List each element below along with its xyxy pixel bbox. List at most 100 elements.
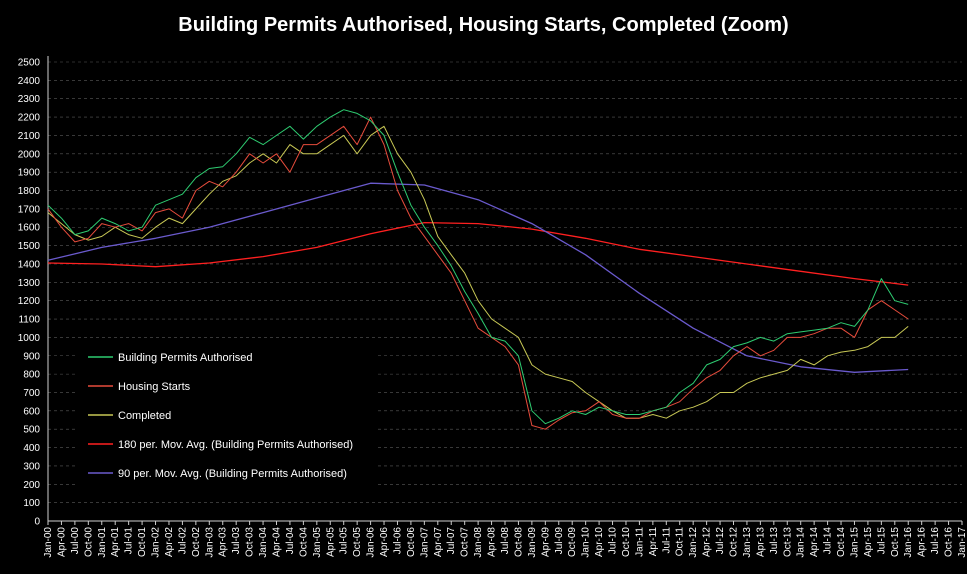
x-tick-label: Jul-00 (70, 527, 81, 555)
x-tick-label: Jul-11 (661, 527, 672, 554)
y-tick-label: 1100 (18, 315, 40, 326)
legend-box (78, 342, 378, 487)
y-tick-label: 2300 (18, 94, 41, 105)
x-tick-label: Apr-02 (164, 527, 175, 557)
x-tick-label: Apr-05 (325, 527, 336, 557)
x-tick-label: Oct-06 (406, 527, 417, 557)
x-tick-label: Apr-01 (110, 527, 121, 557)
y-tick-label: 300 (23, 461, 40, 472)
x-tick-label: Jan-06 (366, 527, 377, 558)
x-tick-label: Jan-13 (742, 527, 753, 558)
x-tick-label: Oct-01 (137, 527, 148, 557)
y-tick-label: 2100 (18, 131, 41, 142)
y-tick-label: 0 (34, 517, 40, 528)
x-tick-label: Oct-13 (782, 527, 793, 557)
y-tick-label: 1700 (18, 204, 41, 215)
x-tick-label: Jan-09 (527, 527, 538, 558)
x-tick-label: Oct-11 (675, 527, 686, 557)
series-line-5 (47, 182, 909, 373)
x-tick-label: Apr-13 (755, 527, 766, 557)
legend-label: 90 per. Mov. Avg. (Building Permits Auth… (118, 468, 347, 480)
y-tick-label: 1500 (18, 241, 41, 252)
x-tick-label: Jul-16 (930, 527, 941, 555)
y-tick-label: 1000 (18, 333, 41, 344)
x-tick-label: Jul-15 (876, 527, 887, 555)
x-tick-label: Oct-07 (460, 527, 471, 557)
x-tick-label: Oct-05 (352, 527, 363, 557)
x-tick-label: Apr-08 (487, 527, 498, 557)
x-tick-label: Jan-14 (796, 527, 807, 558)
x-tick-label: Apr-11 (648, 527, 659, 557)
x-tick-label: Jan-07 (419, 527, 430, 558)
x-tick-label: Jul-13 (769, 527, 780, 555)
y-tick-label: 1600 (18, 223, 41, 234)
x-tick-label: Apr-10 (594, 527, 605, 557)
x-tick-label: Jul-07 (446, 527, 457, 555)
x-tick-label: Apr-07 (433, 527, 444, 557)
x-tick-label: Jul-10 (608, 527, 619, 555)
y-tick-label: 100 (23, 498, 40, 509)
y-tick-label: 2400 (18, 76, 41, 87)
y-tick-label: 800 (23, 370, 40, 381)
x-tick-label: Apr-16 (917, 527, 928, 557)
y-tick-label: 500 (23, 425, 40, 436)
x-tick-label: Apr-12 (702, 527, 713, 557)
x-tick-label: Jul-09 (554, 527, 565, 555)
x-tick-label: Apr-03 (218, 527, 229, 557)
x-tick-label: Jul-02 (177, 527, 188, 555)
x-tick-label: Jan-08 (473, 527, 484, 558)
x-tick-label: Jan-12 (688, 527, 699, 558)
x-tick-label: Apr-00 (56, 527, 67, 557)
y-tick-label: 900 (23, 351, 40, 362)
x-tick-label: Oct-12 (729, 527, 740, 557)
legend-label: Building Permits Authorised (118, 352, 253, 364)
x-tick-label: Jul-12 (715, 527, 726, 555)
series-line-4 (47, 221, 909, 286)
y-tick-label: 400 (23, 443, 40, 454)
x-tick-label: Jan-16 (903, 527, 914, 558)
x-tick-label: Oct-16 (944, 527, 955, 557)
x-tick-label: Oct-08 (513, 527, 524, 557)
x-tick-label: Oct-04 (298, 527, 309, 557)
x-tick-label: Oct-00 (83, 527, 94, 557)
legend-label: Completed (118, 410, 171, 422)
y-tick-label: 1800 (18, 186, 41, 197)
x-tick-label: Jul-06 (392, 527, 403, 555)
x-tick-label: Apr-04 (272, 527, 283, 557)
x-tick-label: Jan-10 (581, 527, 592, 558)
x-tick-label: Jan-04 (258, 527, 269, 558)
y-tick-label: 600 (23, 406, 40, 417)
x-tick-label: Jan-11 (634, 527, 645, 557)
y-tick-label: 200 (23, 480, 40, 491)
y-tick-label: 2500 (18, 58, 41, 69)
x-tick-label: Jan-05 (312, 527, 323, 558)
x-tick-label: Oct-09 (567, 527, 578, 557)
series-line-1 (47, 109, 909, 425)
y-tick-label: 700 (23, 388, 40, 399)
legend: Building Permits Authorised Housing Start… (78, 342, 378, 487)
x-tick-label: Apr-14 (809, 527, 820, 557)
x-tick-label: Jan-03 (204, 527, 215, 558)
x-tick-label: Apr-09 (540, 527, 551, 557)
y-tick-label: 1200 (18, 296, 41, 307)
chart-title: Building Permits Authorised, Housing Sta… (178, 14, 789, 36)
x-tick-label: Jul-05 (339, 527, 350, 555)
x-tick-label: Jan-15 (849, 527, 860, 558)
y-tick-label: 1300 (18, 278, 41, 289)
y-tick-label: 2000 (18, 149, 41, 160)
y-tick-label: 2200 (18, 113, 41, 124)
x-tick-label: Apr-15 (863, 527, 874, 557)
x-tick-label: Oct-03 (245, 527, 256, 557)
x-tick-label: Oct-02 (191, 527, 202, 557)
x-tick-label: Jul-01 (124, 527, 135, 555)
x-tick-label: Jul-14 (823, 527, 834, 555)
x-tick-label: Jul-04 (285, 527, 296, 555)
legend-label: 180 per. Mov. Avg. (Building Permits Aut… (118, 439, 353, 451)
x-tick-label: Oct-14 (836, 527, 847, 557)
y-tick-label: 1900 (18, 168, 41, 179)
y-tick-label: 1400 (18, 259, 41, 270)
x-tick-label: Jan-17 (957, 527, 967, 558)
x-tick-label: Jan-02 (151, 527, 162, 558)
x-tick-label: Oct-10 (621, 527, 632, 557)
